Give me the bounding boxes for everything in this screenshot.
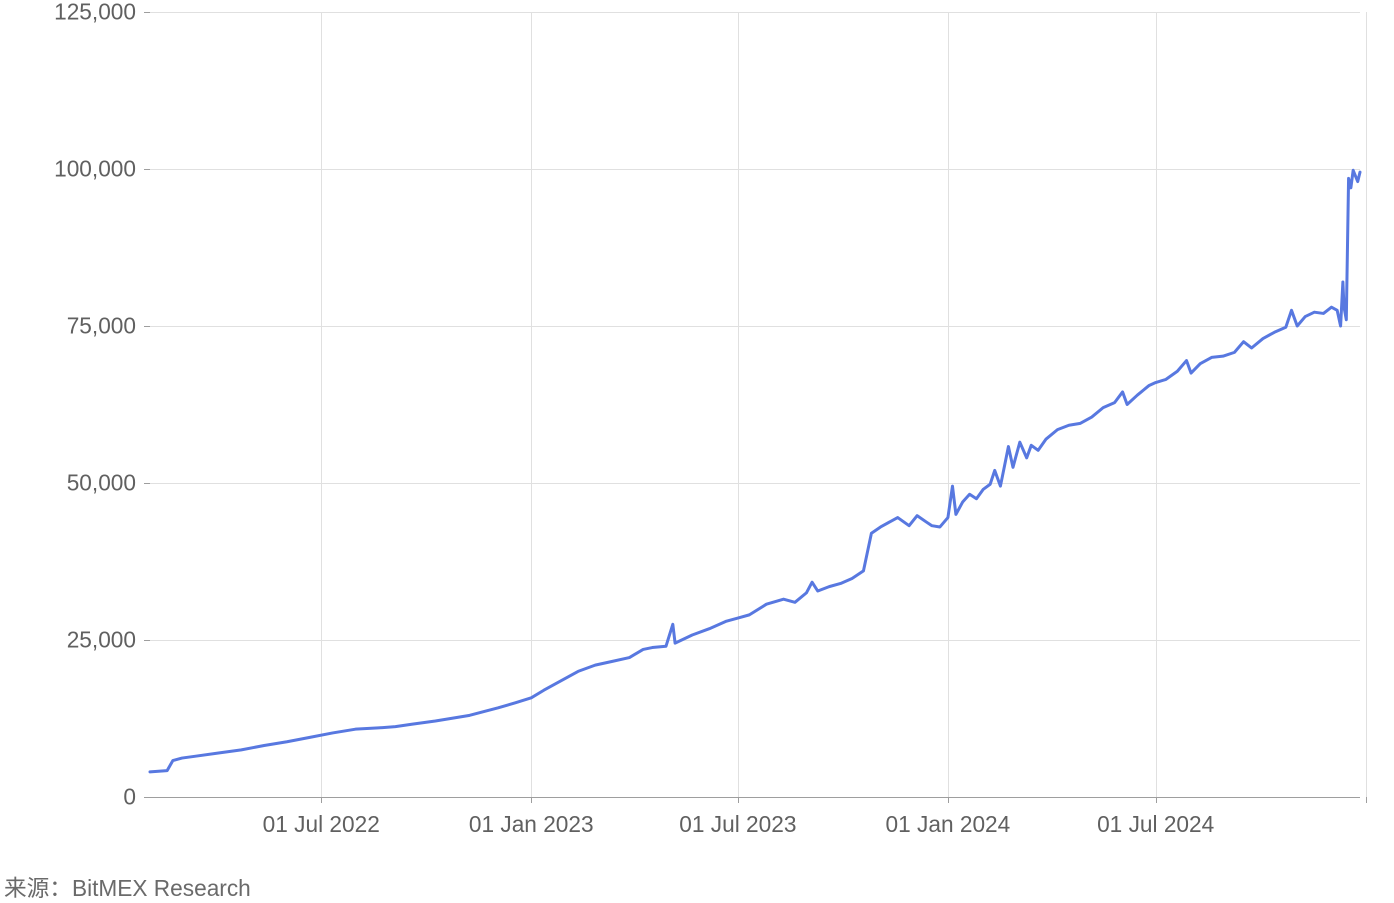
y-axis-label: 50,000 [67, 470, 150, 497]
x-axis-label: 01 Jul 2023 [679, 797, 796, 838]
plot-area: 025,00050,00075,000100,000125,00001 Jul … [150, 12, 1360, 797]
y-axis-label: 125,000 [54, 0, 150, 26]
line-series [150, 170, 1360, 772]
gridline-vertical [1366, 12, 1367, 797]
y-axis-label: 75,000 [67, 313, 150, 340]
x-axis-label: 01 Jul 2022 [263, 797, 380, 838]
series-line [150, 12, 1360, 797]
source-attribution: 来源：BitMEX Research [4, 870, 251, 903]
y-axis-label: 100,000 [54, 156, 150, 183]
x-axis-label: 01 Jan 2023 [469, 797, 594, 838]
y-axis-label: 0 [123, 784, 150, 811]
chart-container: 0 25,000 50,000 75,000 100,000 125,000 01 Jul … [0, 0, 1394, 902]
x-tick [1366, 797, 1367, 803]
x-axis-label: 01 Jul 2024 [1097, 797, 1214, 838]
y-axis-label: 25,000 [67, 627, 150, 654]
x-axis-label: 01 Jan 2024 [886, 797, 1011, 838]
